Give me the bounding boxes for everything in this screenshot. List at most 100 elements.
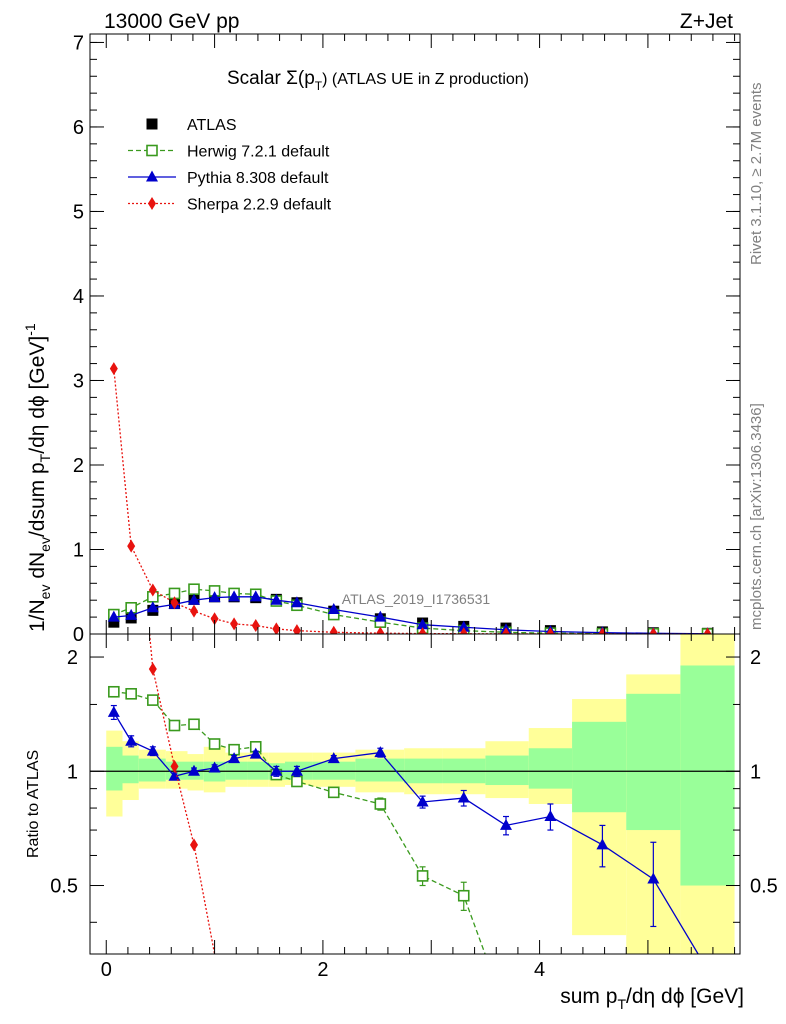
band-green-bin-0: [106, 746, 123, 791]
pythia-ratio-point-12: [416, 795, 429, 807]
pythia-ratio-point-13: [457, 791, 470, 803]
pythia-point-12: [416, 618, 429, 630]
herwig-ratio-point-1: [125, 688, 137, 700]
pythia-ratio-point-2: [146, 744, 159, 756]
pythia-ratio-point-4: [188, 764, 200, 776]
band-green-bin-1: [122, 755, 139, 784]
legend-label-pythia: Pythia 8.308 default: [187, 170, 329, 187]
herwig-ratio-point-13: [457, 889, 470, 902]
pythia-point-9: [290, 596, 303, 608]
mcplots-info: mcplots.cern.ch [arXiv:1306.3436]: [748, 403, 765, 630]
pythia-point-13: [457, 620, 470, 632]
rivet-info: Rivet 3.1.10, ≥ 2.7M events: [748, 83, 765, 266]
pythia-ratio-point-11: [374, 746, 387, 758]
pythia-ratio-point-8: [270, 764, 283, 776]
herwig-ratio-point-10: [327, 786, 340, 799]
sherpa-point-5: [210, 612, 219, 626]
main-plot: 0 1 2 3 4 5 6 7: [73, 32, 741, 646]
band-green-bin-15: [528, 748, 573, 789]
analysis-watermark: ATLAS_2019_I1736531: [342, 591, 491, 607]
ratio-tick-label-right-1: 1: [750, 761, 761, 783]
y-tick-label-2: 2: [73, 455, 84, 477]
band-green-bin-2: [138, 758, 166, 782]
herwig-ratio-point-0: [108, 685, 120, 698]
sherpa-point-3: [170, 596, 179, 610]
x-tick-label-0: 0: [101, 959, 112, 981]
herwig-ratio-point-2: [147, 694, 159, 706]
pythia-point-8: [270, 593, 283, 605]
legend-marker-atlas: [146, 118, 158, 130]
band-green-bin-17: [626, 693, 681, 831]
sherpa-point-17: [649, 627, 658, 634]
sherpa-point-6: [230, 617, 239, 631]
sherpa-point-0: [109, 362, 118, 376]
herwig-ratio-point-9: [291, 775, 303, 788]
y-tick-label-0: 0: [73, 624, 84, 646]
ratio-plot: 0 2 4 0.5 0.5 1 1 2 2: [50, 633, 778, 981]
ratio-plot-frame: [89, 633, 741, 955]
legend-marker-herwig: [146, 144, 158, 157]
ratio-tick-label-right-0.5: 0.5: [750, 876, 778, 898]
herwig-ratio-line: [113, 691, 486, 954]
y-tick-label-1: 1: [73, 539, 84, 561]
pythia-point-4: [188, 593, 200, 605]
pythia-point-10: [327, 602, 340, 614]
sherpa-point-10: [329, 625, 338, 634]
sherpa-point-15: [546, 627, 555, 634]
atlas-point-0: [108, 616, 120, 628]
sherpa-ratio-point-2: [170, 759, 179, 773]
y-tick-label-5: 5: [73, 201, 84, 223]
ratio-tick-label-1: 1: [67, 761, 78, 783]
sherpa-ratio-point-3: [190, 838, 198, 852]
sherpa-point-7: [251, 619, 260, 633]
chart-title: Scalar Σ(pT) (ATLAS UE in Z production): [227, 68, 529, 93]
pythia-point-1: [125, 608, 138, 620]
legend-marker-pythia: [146, 170, 158, 182]
legend-label-herwig: Herwig 7.2.1 default: [187, 144, 330, 161]
legend-label-sherpa: Sherpa 2.2.9 default: [187, 197, 332, 214]
pythia-ratio-point-14: [500, 818, 512, 830]
herwig-ratio-point-11: [374, 798, 387, 810]
sherpa-ratio-point-1: [148, 662, 157, 676]
legend: ATLAS Herwig 7.2.1 default Pythia 8.308 de…: [128, 117, 332, 214]
herwig-ratio-point-12: [416, 870, 429, 882]
pythia-ratio-point-16: [596, 838, 609, 850]
ratio-y-axis-label: Ratio to ATLAS: [25, 750, 42, 858]
sherpa-point-9: [292, 624, 301, 634]
pythia-point-5: [208, 591, 221, 603]
pythia-point-7: [249, 590, 262, 602]
sherpa-point-1: [127, 539, 136, 553]
pythia-ratio-point-15: [544, 810, 557, 822]
pythia-point-6: [228, 590, 241, 602]
sherpa-point-14: [502, 627, 510, 634]
y-tick-label-3: 3: [73, 370, 84, 392]
herwig-ratio-point-3: [168, 719, 181, 732]
pythia-ratio-point-5: [208, 761, 221, 773]
herwig-ratio-point-5: [208, 738, 221, 750]
pythia-point-11: [374, 610, 387, 622]
pythia-point-2: [146, 601, 159, 613]
legend-label-atlas: ATLAS: [187, 117, 237, 134]
x-tick-label-2: 2: [317, 959, 328, 981]
herwig-ratio-point-4: [188, 718, 200, 731]
pythia-ratio-point-9: [290, 764, 303, 776]
ratio-tick-label-0.5: 0.5: [50, 876, 78, 898]
pythia-ratio-point-7: [249, 747, 262, 759]
pythia-ratio-point-1: [125, 734, 138, 746]
process-label: Z+Jet: [680, 10, 733, 33]
sherpa-point-2: [148, 583, 157, 597]
pythia-ratio-point-3: [168, 769, 181, 781]
y-axis-label: 1/Nev dNev/dsum pT/dη dϕ [GeV]-1: [22, 323, 53, 632]
energy-label: 13000 GeV pp: [104, 10, 239, 33]
y-tick-label-6: 6: [73, 117, 84, 139]
y-tick-label-7: 7: [73, 32, 84, 54]
sherpa-point-13: [459, 627, 468, 634]
ratio-tick-label-2: 2: [67, 647, 78, 669]
sherpa-point-11: [376, 626, 385, 634]
sherpa-point-4: [190, 604, 198, 618]
sherpa-point-18: [703, 627, 712, 634]
pythia-ratio-point-0: [107, 705, 120, 717]
ratio-tick-label-right-2: 2: [750, 647, 761, 669]
pythia-ratio-point-10: [327, 752, 340, 764]
pythia-ratio-point-6: [228, 752, 241, 764]
